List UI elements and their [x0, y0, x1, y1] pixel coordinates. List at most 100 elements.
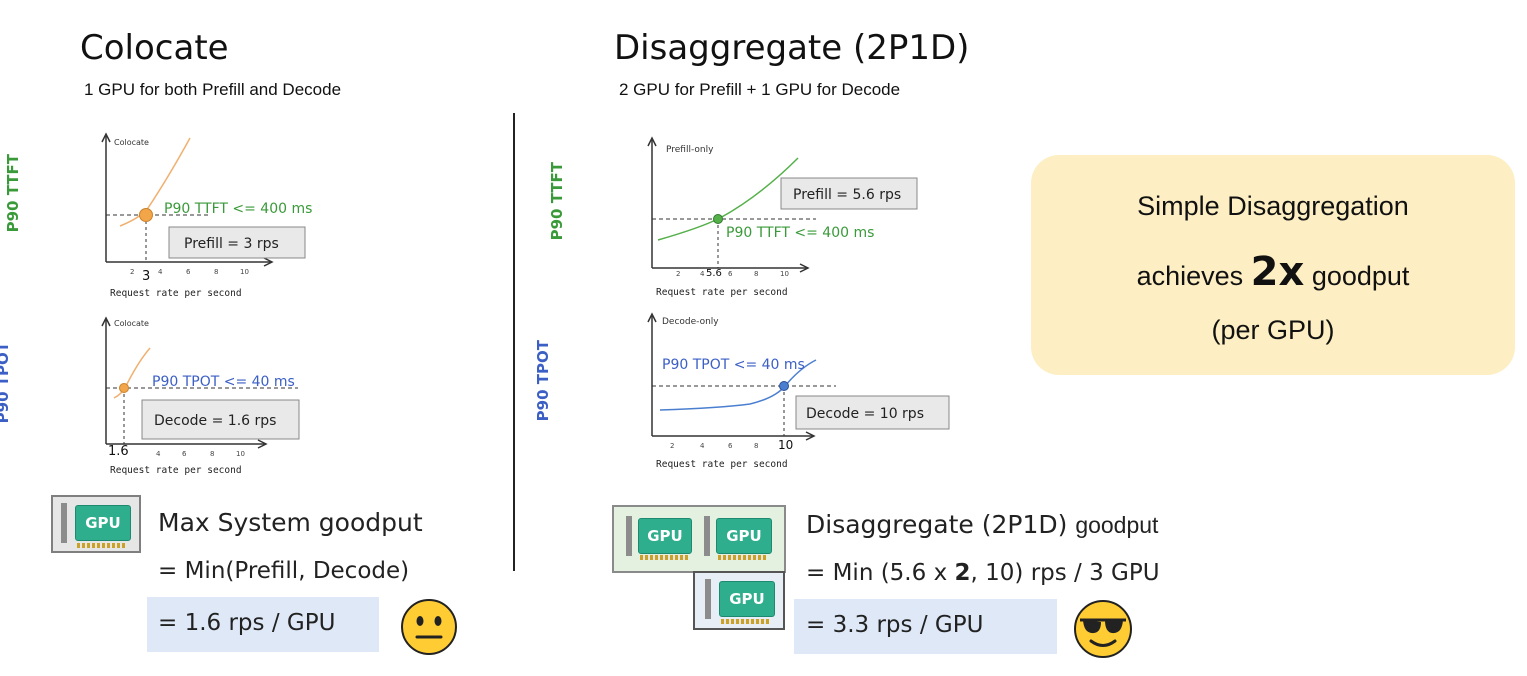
decode-curve — [659, 359, 817, 411]
y-axis-arrow — [101, 316, 111, 327]
gpu-pins — [77, 543, 125, 548]
tick-label: 6 — [186, 268, 191, 276]
highlight-tick: 3 — [142, 269, 150, 284]
x-axis-arrow — [263, 257, 274, 267]
disaggregate-result-highlight — [794, 599, 1057, 654]
gpu-label: GPU — [85, 514, 121, 532]
neutral-face-icon — [401, 599, 457, 655]
decode-rate-box — [795, 395, 950, 430]
tick-label: 6 — [728, 442, 733, 450]
colocate-ttft-chart: P90 TTFT Colocate P90 TTFT <= 400 ms Pre… — [4, 132, 312, 299]
colocate-tpot-slo-label: P90 TPOT <= 40 ms — [152, 374, 295, 390]
colocate-tpot-chart: P90 TPOT Colocate P90 TPOT <= 40 ms Deco… — [0, 316, 300, 476]
tick-label: 6 — [182, 450, 187, 458]
prefill-ttft-ylabel: P90 TTFT — [548, 161, 566, 240]
tick-label: 4 — [700, 442, 705, 450]
disaggregate-goodput-title: Disaggregate (2P1D) goodput — [806, 510, 1158, 539]
colocate-curve — [119, 137, 191, 227]
prefill-ttft-chart: P90 TTFT Prefill-only Prefill = 5.6 rps … — [548, 136, 918, 298]
decode-tpot-xlabel: Request rate per second — [656, 459, 788, 470]
formula-bold-two: 2 — [954, 560, 971, 586]
colocate-tpot-xlabel: Request rate per second — [110, 465, 242, 476]
tick-label: 10 — [780, 270, 789, 278]
gpu-bracket — [704, 516, 710, 556]
colocate-tpot-ylabel: P90 TPOT — [0, 341, 12, 423]
tick-label: 8 — [210, 450, 214, 458]
colocate-ttft-slo-label: P90 TTFT <= 400 ms — [164, 201, 312, 217]
gpu-card: GPU — [622, 512, 696, 562]
panel-label: Prefill-only — [666, 145, 714, 155]
colocate-subtitle: 1 GPU for both Prefill and Decode — [84, 80, 342, 99]
y-axis-arrow — [647, 312, 657, 323]
gpu-chip: GPU — [75, 505, 131, 541]
gpu-pins — [721, 619, 769, 624]
callout-line2: achieves 2x goodput — [1031, 249, 1515, 295]
callout-line1: Simple Disaggregation — [1137, 191, 1409, 221]
decode-tpot-slo-label: P90 TPOT <= 40 ms — [662, 357, 805, 373]
section-divider — [513, 113, 515, 571]
decode-rate-box — [141, 399, 300, 440]
decode-tpot-chart: P90 TPOT Decode-only P90 TPOT <= 40 ms D… — [534, 312, 950, 470]
sunglasses-face-icon — [1074, 600, 1132, 658]
highlight-tick: 5.6 — [706, 268, 722, 279]
gpu-bracket — [626, 516, 632, 556]
decode-rate-label: Decode = 1.6 rps — [154, 413, 276, 429]
colocate-goodput-formula: = Min(Prefill, Decode) — [158, 558, 410, 584]
gpu-pins — [718, 555, 766, 560]
gpu-chip: GPU — [638, 518, 692, 554]
tick-label: 2 — [130, 268, 134, 276]
colocate-result-highlight — [147, 597, 379, 652]
y-axis-arrow — [101, 132, 111, 143]
tick-label: 8 — [214, 268, 218, 276]
tick-label: 4 — [700, 270, 705, 278]
colocate-ttft-ylabel: P90 TTFT — [4, 153, 22, 232]
panel-label: Decode-only — [662, 317, 719, 327]
highlight-tick: 10 — [778, 438, 793, 452]
callout-line2-pre: achieves — [1136, 261, 1244, 291]
operating-point — [779, 381, 789, 391]
goodput-title-main: Disaggregate (2P1D) — [806, 510, 1068, 539]
decode-rate-label: Decode = 10 rps — [806, 406, 924, 422]
prefill-ttft-slo-label: P90 TTFT <= 400 ms — [726, 225, 874, 241]
tick-label: 6 — [728, 270, 733, 278]
tick-label: 8 — [754, 442, 758, 450]
prefill-rate-box — [780, 177, 918, 210]
disaggregate-goodput-formula: = Min (5.6 x 2, 10) rps / 3 GPU — [806, 560, 1160, 586]
x-axis-arrow — [805, 431, 816, 441]
tick-label: 8 — [754, 270, 758, 278]
gpu-label: GPU — [729, 590, 765, 608]
prefill-rate-box — [168, 226, 306, 259]
colocate-goodput-title: Max System goodput — [158, 508, 423, 537]
disaggregate-goodput-result: = 3.3 rps / GPU — [806, 612, 984, 638]
summary-callout: Simple Disaggregation achieves 2x goodpu… — [1031, 155, 1515, 375]
operating-point — [139, 208, 153, 222]
colocate-curve — [113, 347, 151, 399]
formula-part-a: = Min (5.6 x — [806, 560, 955, 586]
x-axis-arrow — [799, 263, 810, 273]
gpu-pins — [640, 555, 688, 560]
operating-point — [713, 214, 723, 224]
disaggregate-subtitle: 2 GPU for Prefill + 1 GPU for Decode — [619, 80, 901, 99]
panel-label: Colocate — [114, 138, 149, 147]
y-axis-arrow — [647, 136, 657, 147]
gpu-chip: GPU — [719, 581, 775, 617]
goodput-title-suffix: goodput — [1075, 512, 1159, 538]
gpu-bracket — [705, 579, 711, 619]
colocate-title: Colocate — [80, 28, 229, 68]
tick-label: 2 — [676, 270, 680, 278]
prefill-rate-label: Prefill = 5.6 rps — [793, 187, 901, 203]
colocate-ttft-xlabel: Request rate per second — [110, 288, 242, 299]
tick-label: 10 — [240, 268, 249, 276]
tick-label: 10 — [236, 450, 245, 458]
disaggregate-title: Disaggregate (2P1D) — [614, 28, 970, 68]
gpu-label: GPU — [726, 527, 762, 545]
operating-point — [119, 383, 129, 393]
gpu-card: GPU — [51, 495, 141, 553]
tick-label: 4 — [156, 450, 161, 458]
callout-line2-post: goodput — [1311, 261, 1410, 291]
colocate-goodput-result: = 1.6 rps / GPU — [158, 610, 336, 636]
decode-tpot-ylabel: P90 TPOT — [534, 339, 552, 421]
callout-2x: 2x — [1250, 249, 1305, 295]
x-axis-arrow — [257, 439, 268, 449]
gpu-label: GPU — [647, 527, 683, 545]
